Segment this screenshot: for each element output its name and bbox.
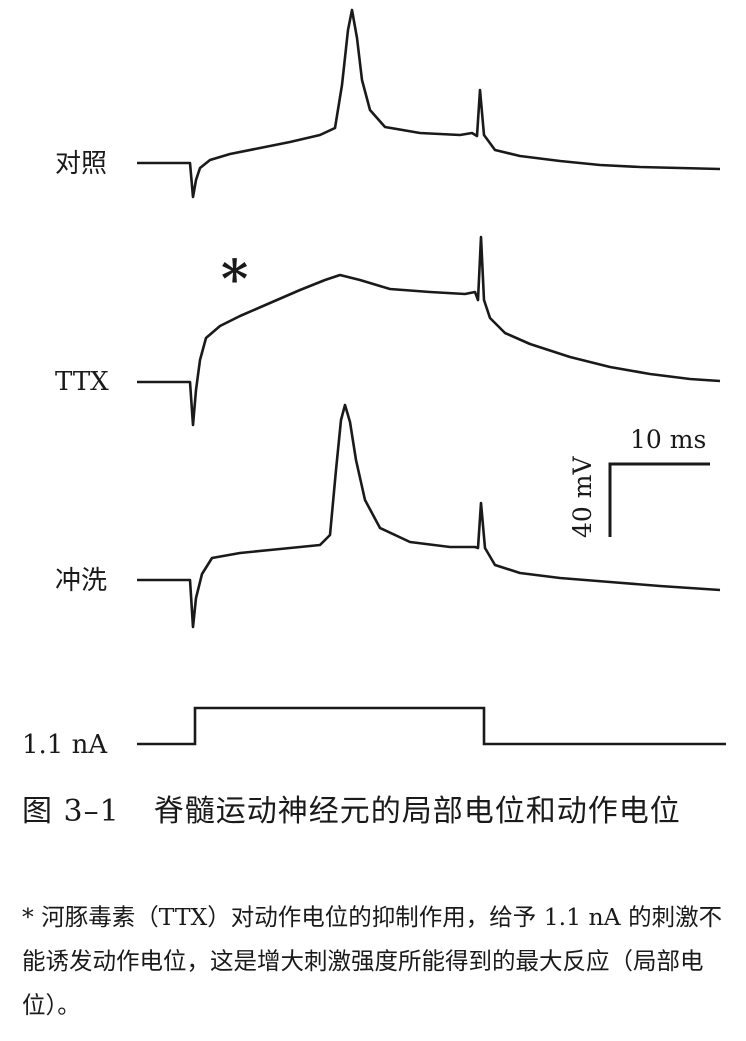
figure: 对照 TTX 冲洗 1.1 nA * 10 ms 40 mV xyxy=(22,8,726,760)
asterisk-marker: * xyxy=(221,249,249,310)
scale-voltage-label: 40 mV xyxy=(568,456,597,538)
control-trace xyxy=(137,8,721,199)
scale-time-label: 10 ms xyxy=(630,425,707,454)
stimulus-trace xyxy=(137,706,726,746)
ttx-label: TTX xyxy=(55,367,109,397)
control-label: 对照 xyxy=(55,149,108,179)
scale-bar xyxy=(608,462,710,537)
stimulus-label: 1.1 nA xyxy=(22,730,108,760)
figure-number: 图 3–1 xyxy=(22,794,120,829)
washout-trace xyxy=(137,403,721,629)
figure-title: 脊髓运动神经元的局部电位和动作电位 xyxy=(153,794,681,829)
caption-note: * 河豚毒素（TTX）对动作电位的抑制作用，给予 1.1 nA 的刺激不能诱发动… xyxy=(22,903,723,1019)
caption-title: 图 3–1 脊髓运动神经元的局部电位和动作电位 xyxy=(22,790,737,834)
washout-label: 冲洗 xyxy=(55,566,108,596)
ttx-trace xyxy=(137,235,721,427)
traces-plot xyxy=(137,8,726,746)
